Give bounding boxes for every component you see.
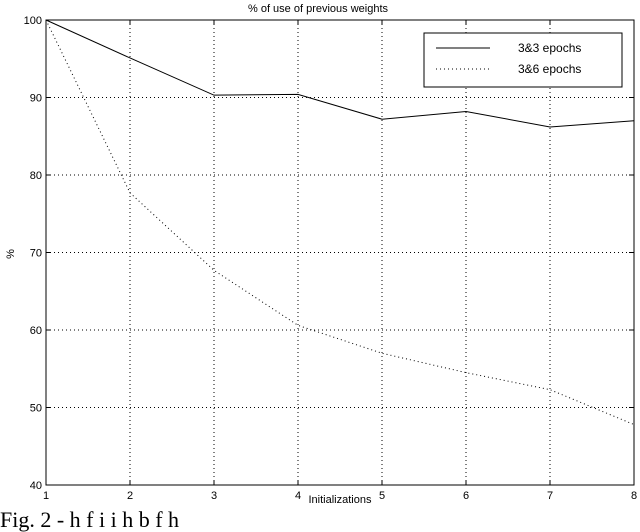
y-tick-label-40: 40 bbox=[30, 480, 42, 492]
y-tick-label-100: 100 bbox=[24, 15, 42, 27]
x-tick-label-7: 7 bbox=[547, 490, 553, 502]
y-axis-label: % bbox=[5, 249, 17, 259]
series-lines bbox=[45, 19, 635, 426]
x-tick-label-4: 4 bbox=[295, 490, 301, 502]
axis-ticks: 1 2 3 4 5 6 7 8 40 50 60 70 80 90 100 bbox=[24, 15, 637, 502]
series-line-3-3-epochs bbox=[45, 19, 635, 128]
x-tick-label-5: 5 bbox=[379, 490, 385, 502]
x-axis-label: Initializations bbox=[309, 494, 372, 506]
y-tick-label-70: 70 bbox=[30, 248, 42, 260]
legend-label-3-3-epochs: 3&3 epochs bbox=[518, 41, 581, 55]
legend-box bbox=[423, 32, 623, 88]
figure-caption: Fig. 2 - h f i i h b f h bbox=[0, 507, 180, 532]
y-tick-label-90: 90 bbox=[30, 93, 42, 105]
x-tick-label-3: 3 bbox=[211, 490, 217, 502]
grid bbox=[46, 20, 634, 485]
x-tick-label-1: 1 bbox=[43, 490, 49, 502]
x-tick-label-2: 2 bbox=[127, 490, 133, 502]
x-tick-label-6: 6 bbox=[463, 490, 469, 502]
y-tick-label-50: 50 bbox=[30, 403, 42, 415]
legend: 3&3 epochs 3&6 epochs bbox=[423, 32, 623, 88]
chart-title: % of use of previous weights bbox=[248, 3, 389, 15]
y-tick-label-80: 80 bbox=[30, 170, 42, 182]
y-tick-label-60: 60 bbox=[30, 325, 42, 337]
x-tick-label-8: 8 bbox=[631, 490, 637, 502]
line-chart: % of use of previous weights 1 2 3 4 5 6 7 8 40 5… bbox=[5, 3, 637, 506]
legend-label-3-6-epochs: 3&6 epochs bbox=[518, 62, 581, 76]
